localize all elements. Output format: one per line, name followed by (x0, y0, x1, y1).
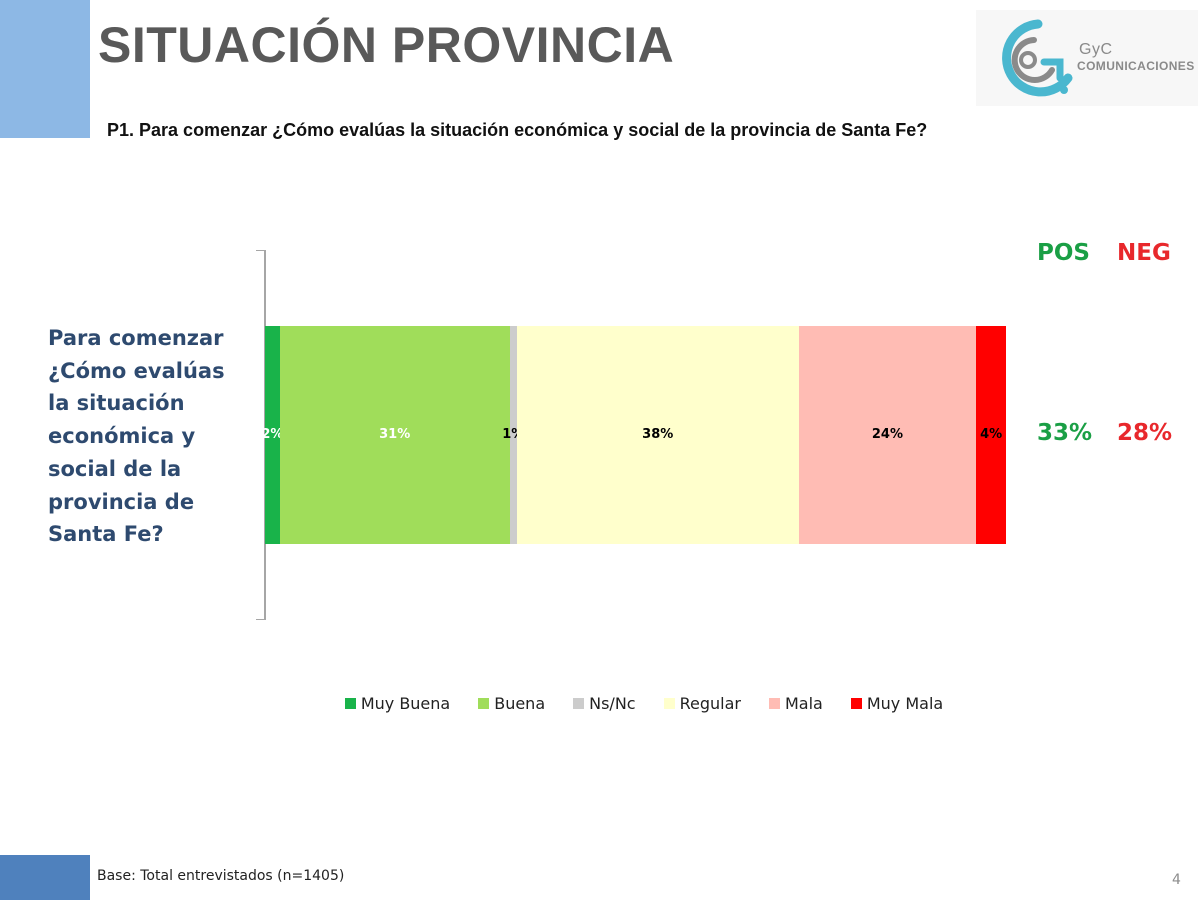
gyc-logo: GyC COMUNICACIONES (976, 10, 1198, 106)
bar-segment-buena (279, 326, 510, 544)
bar-label-mala: 24% (871, 427, 903, 442)
bar-segment-muy-buena (265, 326, 280, 544)
logo-subtitle-text: COMUNICACIONES (1077, 59, 1195, 73)
legend-swatch-muy-mala (850, 698, 862, 709)
page-number: 4 (1172, 872, 1181, 888)
bar-label-regular: 38% (642, 427, 674, 442)
legend-swatch-muy-buena (344, 698, 356, 709)
chart-legend: Muy Buena Buena Ns/Nc Regular Mala Muy Mala (0, 694, 1200, 713)
bar-segment-muy-mala (976, 326, 1006, 544)
legend-label-muy-buena: Muy Buena (360, 694, 451, 713)
logo-brand-text: GyC (1079, 41, 1113, 58)
stacked-bar-chart: 2% 31% 1% 38% 24% 4% (261, 326, 1006, 544)
legend-swatch-buena (478, 698, 490, 709)
axis-tick-top (256, 250, 265, 251)
gyc-logo-mark-icon (1002, 19, 1073, 97)
neg-total-value: 28% (1117, 420, 1173, 446)
legend-label-muy-mala: Muy Mala (866, 694, 944, 713)
base-note: Base: Total entrevistados (n=1405) (97, 868, 345, 884)
legend-swatch-regular (663, 698, 675, 709)
axis-tick-bottom (256, 619, 265, 620)
top-accent-bar (0, 0, 90, 138)
legend-label-ns-nc: Ns/Nc (589, 694, 636, 713)
bar-segment-regular (516, 326, 799, 544)
category-label: Para comenzar ¿Cómo evalúas la situación… (48, 326, 225, 547)
neg-header: NEG (1117, 240, 1171, 266)
legend-item-buena: Buena (478, 694, 545, 713)
legend-label-buena: Buena (494, 694, 546, 713)
legend-item-mala: Mala (768, 694, 823, 713)
bar-segment-mala (798, 326, 977, 544)
legend-item-muy-mala: Muy Mala (850, 694, 944, 713)
bottom-accent-bar (0, 855, 90, 900)
bar-label-buena: 31% (379, 427, 411, 442)
pos-total-value: 33% (1037, 420, 1093, 446)
legend-label-mala: Mala (784, 694, 823, 713)
legend-label-regular: Regular (679, 694, 741, 713)
bar-label-muy-mala: 4% (980, 427, 1003, 442)
pos-header: POS (1037, 240, 1090, 266)
legend-item-ns-nc: Ns/Nc (573, 694, 636, 713)
slide-title: SITUACIÓN PROVINCIA (98, 17, 675, 73)
legend-swatch-ns-nc (573, 698, 585, 709)
legend-swatch-mala (768, 698, 780, 709)
bar-label-muy-buena: 2% (261, 427, 284, 442)
legend-item-regular: Regular (663, 694, 741, 713)
question-text: P1. Para comenzar ¿Cómo evalúas la situa… (107, 120, 928, 140)
bar-segment-ns-nc (509, 326, 517, 544)
legend-item-muy-buena: Muy Buena (344, 694, 451, 713)
